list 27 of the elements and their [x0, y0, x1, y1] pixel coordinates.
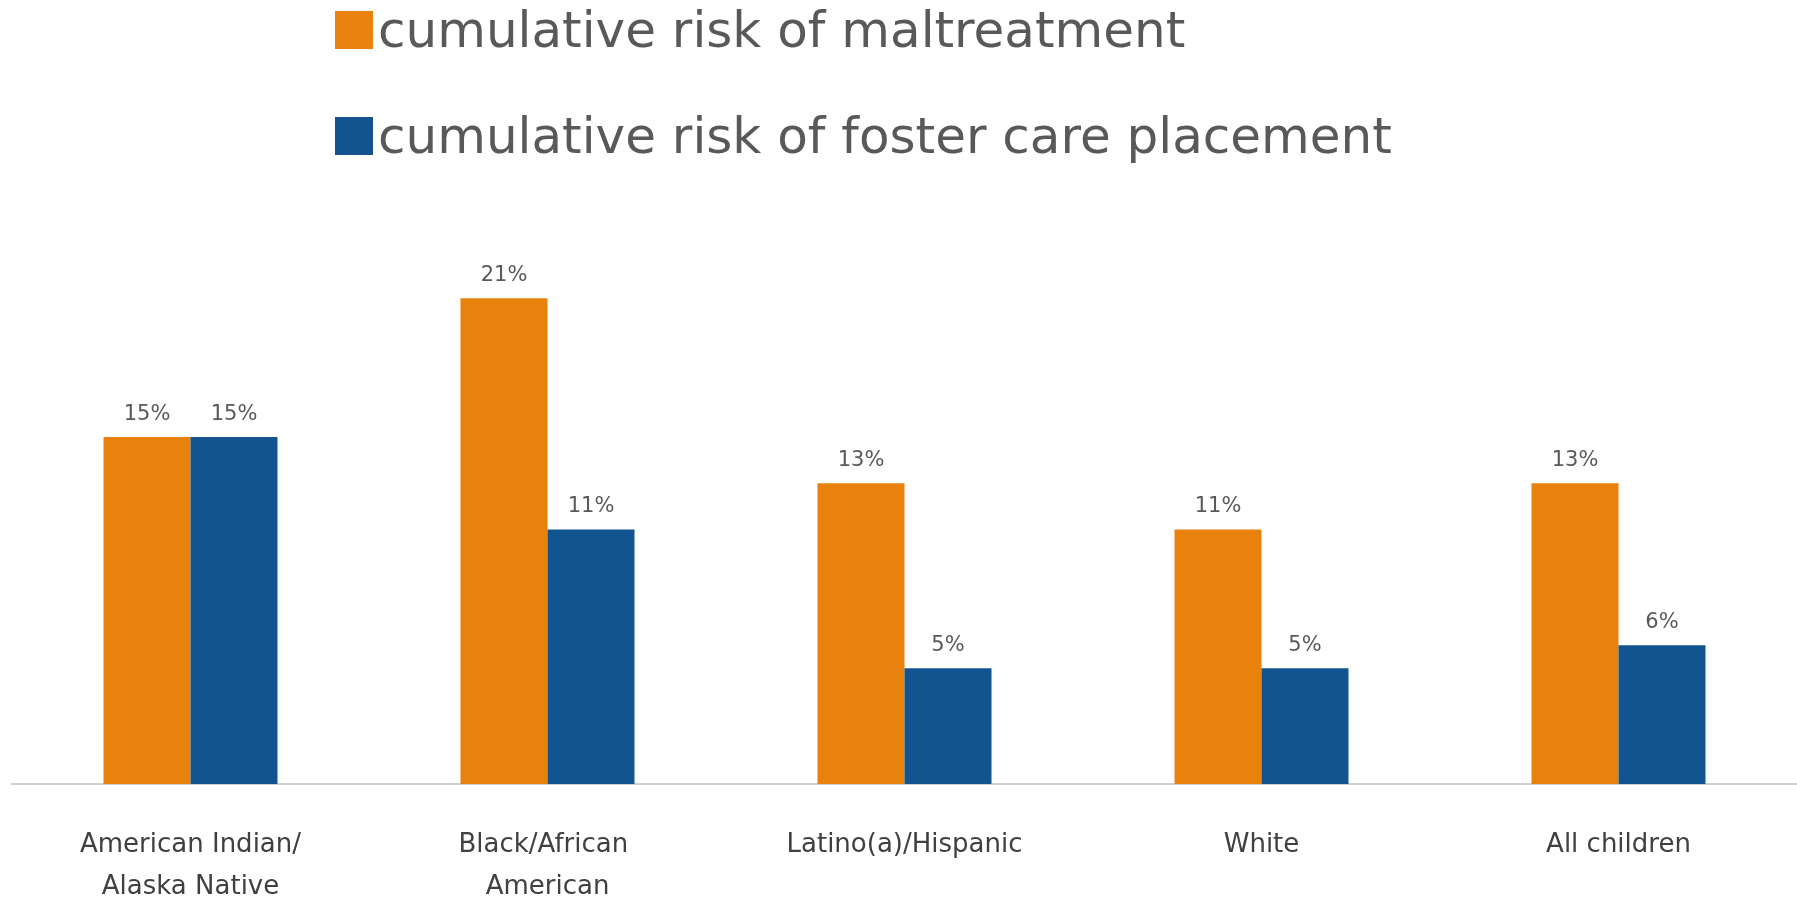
- bar: [547, 529, 635, 784]
- bar: [904, 668, 992, 784]
- bar: [460, 298, 548, 784]
- bar: [817, 483, 905, 784]
- data-label: 5%: [931, 631, 965, 656]
- data-label: 6%: [1645, 608, 1679, 633]
- legend-label: cumulative risk of maltreatment: [378, 1, 1186, 59]
- bar: [1618, 645, 1706, 784]
- bar: [1261, 668, 1349, 784]
- data-label: 11%: [567, 493, 615, 518]
- data-label: 15%: [123, 400, 171, 425]
- bar: [103, 437, 191, 784]
- bar: [190, 437, 278, 784]
- legend-label: cumulative risk of foster care placement: [378, 107, 1392, 165]
- bar: [1174, 529, 1262, 784]
- x-tick-label: White: [1223, 828, 1300, 858]
- data-label: 15%: [210, 400, 258, 425]
- data-label: 5%: [1288, 631, 1322, 656]
- data-label: 13%: [1551, 446, 1599, 471]
- x-tick-label: American Indian/Alaska Native: [79, 828, 302, 900]
- data-label: 13%: [837, 446, 885, 471]
- data-label: 11%: [1194, 493, 1242, 518]
- x-tick-label: Latino(a)/Hispanic: [786, 828, 1023, 858]
- bar: [1531, 483, 1619, 784]
- x-tick-label: All children: [1546, 828, 1691, 858]
- data-label: 21%: [480, 261, 528, 286]
- x-tick-label: Black/African American: [458, 828, 637, 900]
